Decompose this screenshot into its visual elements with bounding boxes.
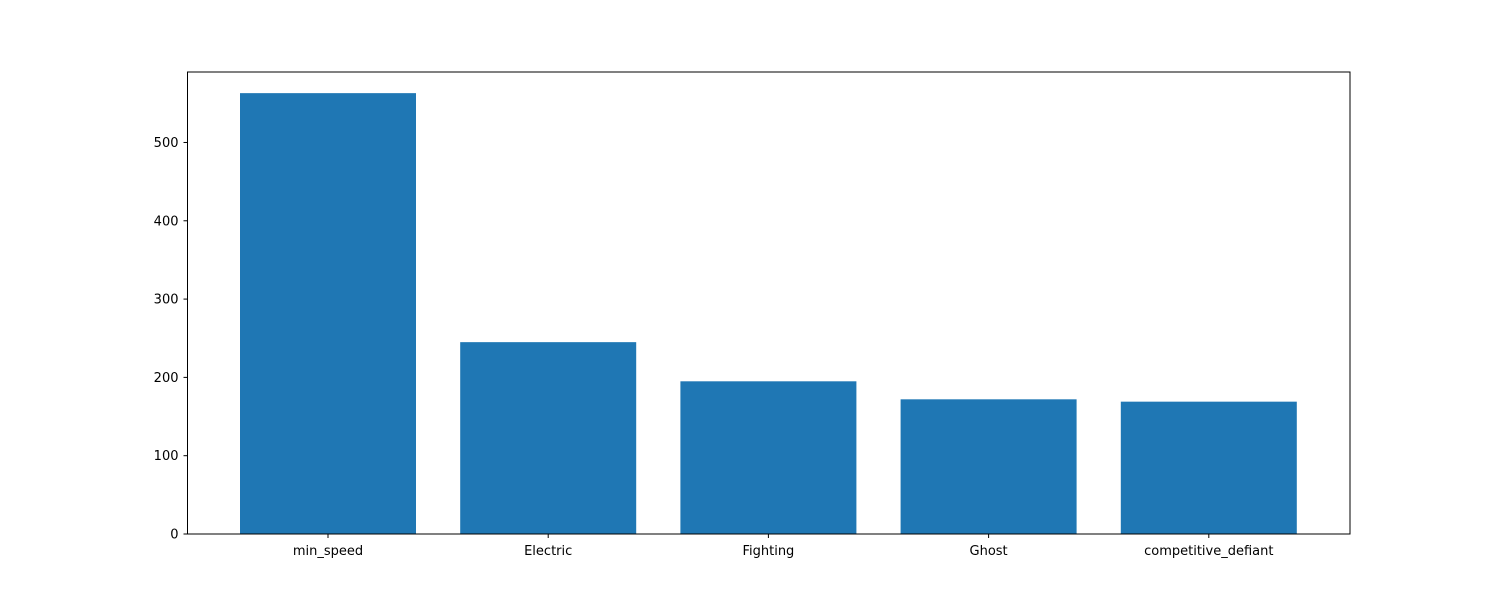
bar-ghost bbox=[900, 399, 1077, 534]
x-tick-label: Electric bbox=[524, 544, 572, 559]
bar-competitive-defiant bbox=[1120, 401, 1297, 534]
bar-min-speed bbox=[240, 93, 416, 535]
y-tick-label: 400 bbox=[154, 214, 179, 229]
y-tick-label: 500 bbox=[154, 136, 179, 151]
y-tick-label: 200 bbox=[154, 371, 179, 386]
x-tick-label: Fighting bbox=[742, 544, 794, 559]
y-tick-label: 0 bbox=[170, 528, 178, 543]
bar-fighting bbox=[680, 381, 857, 534]
bars-layer bbox=[240, 93, 1297, 535]
x-tick-label: min_speed bbox=[293, 544, 363, 559]
y-tick-label: 300 bbox=[154, 293, 179, 308]
plot-frame bbox=[187, 71, 1351, 535]
ticks-layer: min_speed Electric Fighting Ghost competitiv… bbox=[154, 136, 1274, 559]
y-tick-label: 100 bbox=[154, 449, 179, 464]
bar-electric bbox=[460, 342, 637, 534]
x-tick-label: Ghost bbox=[970, 544, 1008, 559]
x-tick-label: competitive_defiant bbox=[1144, 544, 1273, 559]
